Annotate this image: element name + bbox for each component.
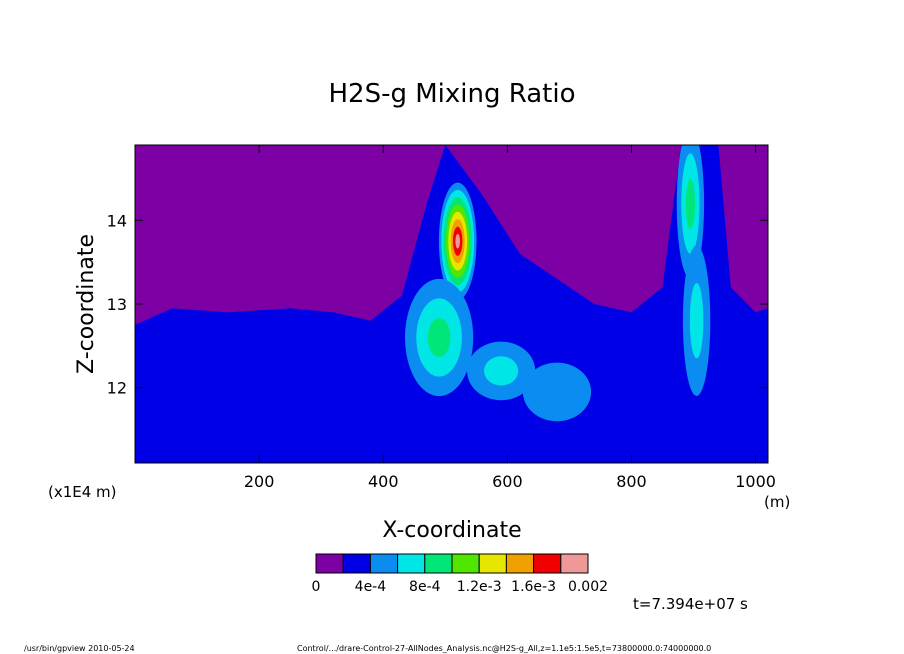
footer-right: Control/.../drare-Control-27-AllNodes_An… bbox=[297, 644, 711, 653]
x-tick-label-400: 400 bbox=[368, 472, 399, 491]
legend-label-2: 8e-4 bbox=[409, 579, 441, 595]
legend-swatch-1 bbox=[342, 553, 371, 574]
x-tick-label-600: 600 bbox=[492, 472, 523, 491]
legend-swatch-7 bbox=[505, 553, 535, 574]
legend-swatch-0 bbox=[315, 553, 344, 574]
x-axis: 200 400 600 800 1000 bbox=[244, 145, 776, 491]
y-axis-label: Z-coordinate bbox=[74, 234, 99, 374]
y-axis: 12 13 14 bbox=[107, 211, 768, 398]
x-tick-label-800: 800 bbox=[616, 472, 647, 491]
legend-label-5: 0.002 bbox=[568, 579, 608, 595]
x-tick-label-1000: 1000 bbox=[735, 472, 776, 491]
x-axis-label: X-coordinate bbox=[382, 518, 521, 543]
plot-area bbox=[134, 144, 769, 464]
legend-swatch-6 bbox=[478, 553, 507, 574]
y-tick-label-12: 12 bbox=[107, 379, 127, 398]
y-tick-label-13: 13 bbox=[107, 295, 127, 314]
chart-title: H2S-g Mixing Ratio bbox=[328, 79, 575, 109]
legend-label-3: 1.2e-3 bbox=[457, 579, 502, 595]
legend-swatch-5 bbox=[451, 553, 480, 574]
legend-label-0: 0 bbox=[312, 579, 321, 595]
plume-5-band-1 bbox=[689, 283, 704, 359]
legend-swatch-9 bbox=[560, 553, 589, 574]
x-tick-label-200: 200 bbox=[244, 472, 275, 491]
plume-4-band-2 bbox=[685, 178, 696, 229]
time-label: t=7.394e+07 s bbox=[633, 595, 748, 613]
color-legend bbox=[315, 553, 589, 574]
legend-label-1: 4e-4 bbox=[355, 579, 387, 595]
y-unit-label: (x1E4 m) bbox=[48, 483, 117, 501]
legend-swatch-2 bbox=[369, 553, 399, 574]
plume-1-band-2 bbox=[427, 318, 451, 357]
y-tick-label-14: 14 bbox=[107, 211, 127, 230]
legend-label-4: 1.6e-3 bbox=[511, 579, 556, 595]
plume-0-band-7 bbox=[455, 233, 461, 249]
legend-swatch-8 bbox=[533, 553, 562, 574]
plume-2-band-1 bbox=[484, 356, 519, 386]
x-unit-label: (m) bbox=[764, 493, 790, 511]
plume-3-band-0 bbox=[522, 362, 592, 422]
legend-labels: 0 4e-4 8e-4 1.2e-3 1.6e-3 0.002 bbox=[312, 579, 609, 595]
legend-swatch-3 bbox=[397, 553, 426, 574]
footer-left: /usr/bin/gpview 2010-05-24 bbox=[24, 644, 135, 653]
legend-swatch-4 bbox=[424, 553, 453, 574]
